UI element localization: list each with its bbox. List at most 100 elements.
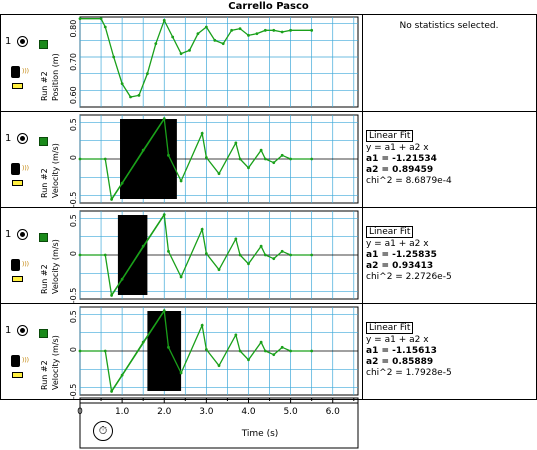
- stopwatch-icon[interactable]: ⏱: [93, 421, 113, 441]
- data-point: [255, 32, 259, 36]
- data-point: [200, 227, 204, 231]
- data-point: [103, 25, 107, 29]
- x-tick-label: 3.0: [199, 407, 214, 417]
- data-trace: [80, 18, 312, 98]
- data-point: [289, 253, 293, 257]
- data-point: [247, 358, 250, 362]
- run-controls: 1 ))): [1, 15, 48, 111]
- data-point: [263, 253, 267, 257]
- data-point: [221, 42, 225, 46]
- y-tick-label: 0: [69, 251, 78, 256]
- stats-panel: Linear Fit y = a1 + a2 x a1 = -1.21534 a…: [362, 112, 536, 207]
- fit-type-label[interactable]: Linear Fit: [366, 226, 414, 238]
- data-point: [263, 157, 267, 161]
- run-radio-button[interactable]: [17, 133, 28, 144]
- x-tick-label: 1.0: [115, 407, 130, 417]
- data-point: [238, 27, 242, 31]
- fit-line: [110, 214, 165, 296]
- data-point: [129, 95, 132, 99]
- motion-sensor-icon[interactable]: [11, 66, 20, 78]
- fit-a1: a1 = -1.25835: [366, 250, 437, 260]
- run-radio-button[interactable]: [17, 325, 28, 336]
- fit-chi2: chi^2 = 1.7928e-5: [366, 368, 452, 378]
- data-point: [310, 157, 314, 161]
- run-controls: 1 ))): [1, 304, 48, 399]
- no-stats-text: No statistics selected.: [399, 21, 499, 31]
- data-point: [167, 153, 170, 157]
- data-point: [200, 131, 204, 135]
- data-point: [112, 55, 116, 59]
- x-tick-label: 5.0: [283, 407, 298, 417]
- trace-color-icon[interactable]: [39, 233, 48, 242]
- data-point: [188, 48, 191, 52]
- data-point: [204, 156, 208, 159]
- data-point: [217, 172, 221, 176]
- data-point: [280, 249, 284, 253]
- motion-sensor-icon[interactable]: [11, 163, 20, 175]
- data-point: [213, 38, 217, 42]
- y-tick-label: 0: [69, 347, 78, 352]
- data-point: [78, 157, 82, 161]
- data-point: [238, 349, 242, 353]
- fit-line: [110, 118, 165, 200]
- run-radio-button[interactable]: [17, 229, 28, 240]
- data-point: [263, 28, 267, 32]
- fit-a2: a2 = 0.85889: [366, 357, 434, 367]
- data-point: [234, 141, 238, 145]
- data-point: [103, 157, 107, 161]
- data-point: [247, 166, 250, 170]
- run-number: 1: [5, 229, 12, 240]
- data-point: [171, 35, 175, 39]
- fit-type-label[interactable]: Linear Fit: [366, 130, 414, 142]
- x-tick-label: 2.0: [157, 407, 172, 417]
- data-point: [137, 93, 141, 97]
- sensor-plug-icon: [12, 83, 23, 89]
- data-point: [310, 28, 314, 32]
- trace-color-icon[interactable]: [39, 137, 48, 146]
- run-number: 1: [5, 133, 12, 144]
- sensor-plug-icon: [12, 180, 23, 186]
- trace-color-icon[interactable]: [39, 40, 48, 49]
- selection-region: [117, 215, 148, 295]
- y-tick-label: 0.5: [69, 310, 78, 323]
- data-point: [204, 25, 208, 29]
- graph-row-velocity-1: 1 ))) Run #2 Velocity (m/s) Linear Fit y…: [1, 112, 536, 208]
- data-point: [247, 33, 250, 37]
- data-point: [259, 148, 263, 152]
- fit-equation: y = a1 + a2 x: [366, 239, 429, 249]
- run-number: 1: [5, 36, 12, 47]
- motion-sensor-icon[interactable]: [11, 259, 20, 271]
- y-tick-label: 0: [69, 155, 78, 160]
- data-point: [289, 157, 293, 161]
- data-point: [179, 52, 183, 56]
- run-controls: 1 ))): [1, 112, 48, 207]
- fit-equation: y = a1 + a2 x: [366, 143, 429, 153]
- x-tick-label: 0: [77, 407, 83, 417]
- data-point: [247, 262, 250, 266]
- data-point: [230, 28, 234, 32]
- sensor-waves-icon: ))): [22, 165, 30, 172]
- data-point: [154, 42, 158, 46]
- data-point: [259, 244, 263, 248]
- graph-row-velocity-3: 1 ))) Run #2 Velocity (m/s) Linear Fit y…: [1, 304, 536, 399]
- run-controls: 1 ))): [1, 208, 48, 303]
- fit-a1: a1 = -1.21534: [366, 154, 437, 164]
- fit-type-label[interactable]: Linear Fit: [366, 322, 414, 334]
- motion-sensor-icon[interactable]: [11, 355, 20, 367]
- data-point: [310, 349, 314, 353]
- stats-divider: [362, 15, 363, 399]
- trace-color-icon[interactable]: [39, 329, 48, 338]
- data-point: [167, 345, 170, 349]
- data-point: [179, 371, 183, 375]
- fit-chi2: chi^2 = 2.2726e-5: [366, 272, 452, 282]
- data-point: [234, 333, 238, 337]
- sensor-waves-icon: ))): [22, 357, 30, 364]
- graph-window: 1 ))) Run #2 Position (m) No statistics …: [0, 14, 537, 400]
- graph-row-position: 1 ))) Run #2 Position (m) No statistics …: [1, 15, 536, 112]
- run-radio-button[interactable]: [17, 36, 28, 47]
- data-point: [204, 348, 208, 351]
- stats-panel: Linear Fit y = a1 + a2 x a1 = -1.25835 a…: [362, 208, 536, 303]
- data-point: [179, 275, 183, 279]
- y-tick-label: 0.70: [69, 53, 78, 71]
